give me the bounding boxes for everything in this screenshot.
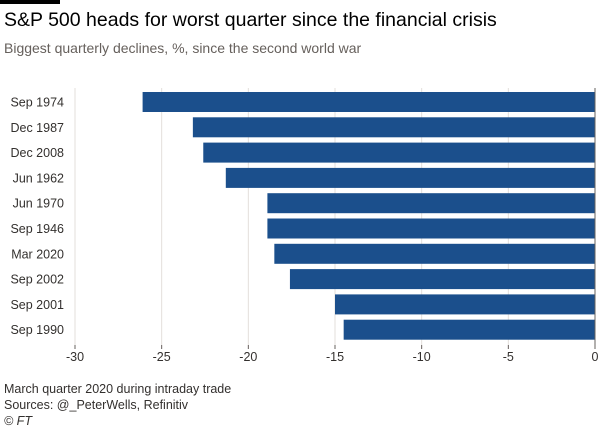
category-label: Dec 2008 bbox=[10, 146, 64, 160]
bar bbox=[267, 193, 595, 214]
x-tick-label: -25 bbox=[153, 350, 171, 364]
ft-top-rule bbox=[0, 0, 60, 4]
bar bbox=[142, 92, 595, 112]
footnote: March quarter 2020 during intraday trade bbox=[4, 382, 232, 396]
x-tick-label: -10 bbox=[413, 350, 431, 364]
bar bbox=[192, 117, 595, 138]
chart-title: S&P 500 heads for worst quarter since th… bbox=[4, 9, 497, 31]
chart-subtitle: Biggest quarterly declines, %, since the… bbox=[4, 40, 362, 56]
category-label: Sep 2002 bbox=[10, 273, 64, 287]
bar bbox=[289, 269, 595, 290]
x-tick-label: -20 bbox=[239, 350, 257, 364]
bar bbox=[274, 243, 595, 264]
bar bbox=[335, 294, 595, 315]
bar-chart: Sep 1974 Dec 1987 Dec 2008 Jun 1962 Jun 1970… bbox=[10, 88, 599, 364]
x-tick-label: -30 bbox=[66, 350, 84, 364]
copyright: © FT bbox=[4, 414, 32, 428]
category-label: Mar 2020 bbox=[11, 247, 64, 261]
bar bbox=[343, 319, 595, 340]
sources: Sources: @_PeterWells, Refinitiv bbox=[4, 398, 189, 412]
bar bbox=[225, 167, 596, 188]
x-tick-label: 0 bbox=[592, 350, 599, 364]
category-label: Sep 1974 bbox=[10, 96, 64, 110]
category-label: Dec 1987 bbox=[10, 121, 64, 135]
bar bbox=[203, 142, 595, 163]
x-tick-label: -15 bbox=[326, 350, 344, 364]
category-label: Sep 2001 bbox=[10, 298, 64, 312]
bar bbox=[267, 218, 595, 239]
x-tick-label: -5 bbox=[503, 350, 514, 364]
category-label: Jun 1962 bbox=[13, 171, 64, 185]
category-label: Jun 1970 bbox=[13, 197, 64, 211]
category-label: Sep 1990 bbox=[10, 323, 64, 337]
category-label: Sep 1946 bbox=[10, 222, 64, 236]
